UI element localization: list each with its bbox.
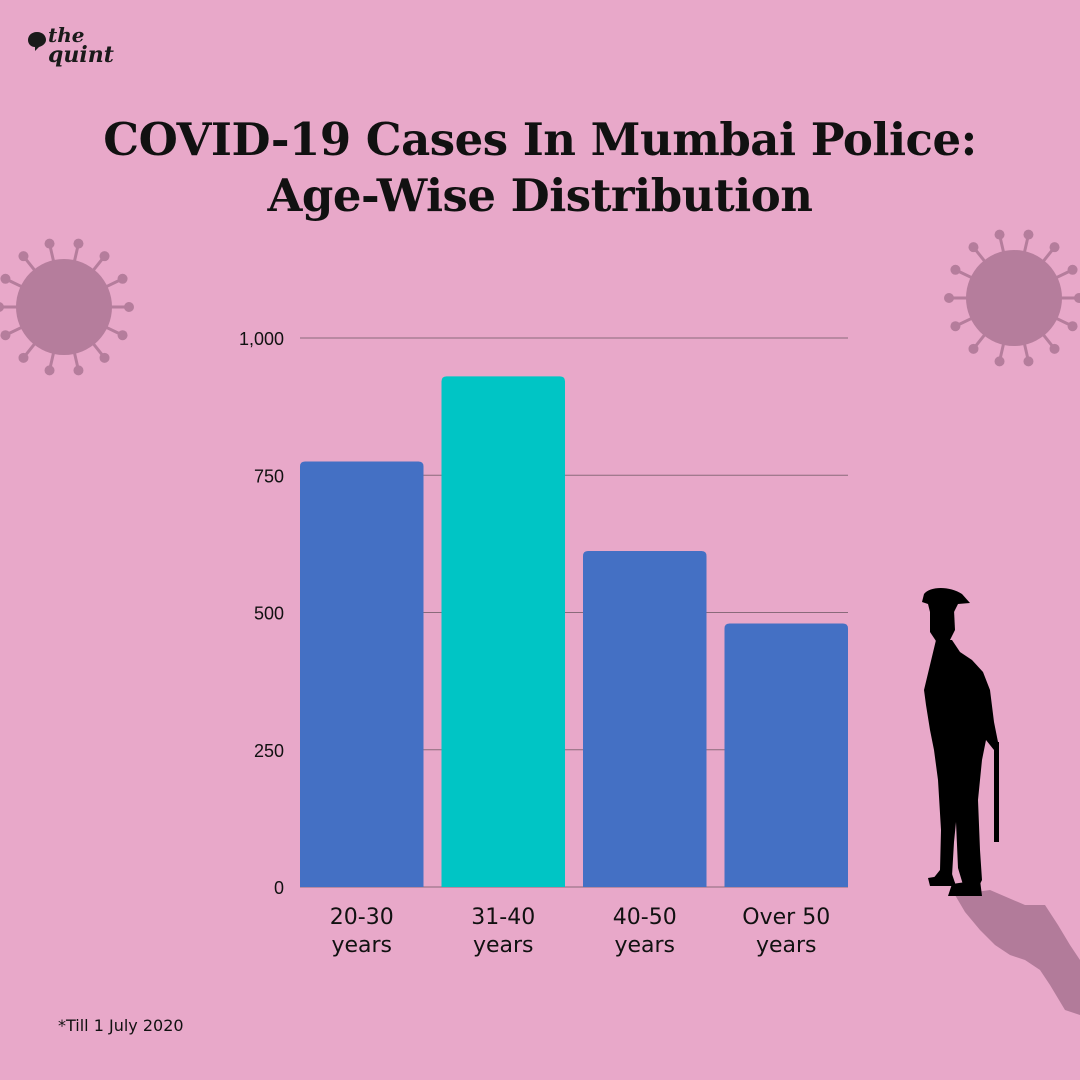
bar bbox=[300, 461, 424, 887]
x-axis-labels: 20-30 years 31-40 years 40-50 years Over 50 yea… bbox=[330, 905, 830, 958]
y-tick-label: 250 bbox=[254, 741, 284, 761]
title-line-2: Age-Wise Distribution bbox=[267, 169, 813, 222]
x-tick-label: 40-50 bbox=[613, 905, 677, 930]
virus-icon bbox=[0, 238, 134, 376]
logo-wordmark: the quint bbox=[48, 23, 114, 68]
title-line-1: COVID-19 Cases In Mumbai Police: bbox=[103, 113, 977, 166]
x-tick-label: Over 50 bbox=[742, 905, 830, 930]
bar bbox=[441, 376, 565, 887]
virus-icon bbox=[944, 229, 1080, 367]
x-tick-label: years bbox=[331, 933, 392, 958]
logo-line-1: the bbox=[48, 23, 85, 47]
bar bbox=[583, 551, 707, 887]
footnote: *Till 1 July 2020 bbox=[58, 1016, 184, 1035]
x-tick-label: 31-40 bbox=[471, 905, 535, 930]
x-tick-label: years bbox=[614, 933, 675, 958]
y-tick-label: 0 bbox=[274, 878, 284, 898]
chart-title: COVID-19 Cases In Mumbai Police: Age-Wis… bbox=[20, 112, 1060, 224]
y-tick-label: 750 bbox=[254, 466, 284, 486]
bar bbox=[724, 623, 848, 887]
logo-line-2: quint bbox=[48, 42, 114, 68]
police-officer-silhouette-icon bbox=[922, 588, 1080, 1015]
y-axis-ticks: 0 250 500 750 1,000 bbox=[239, 329, 284, 898]
quint-logo-icon bbox=[28, 32, 46, 51]
x-tick-label: 20-30 bbox=[330, 905, 394, 930]
bars bbox=[300, 376, 848, 887]
y-tick-label: 1,000 bbox=[239, 329, 284, 349]
x-tick-label: years bbox=[473, 933, 534, 958]
y-tick-label: 500 bbox=[254, 604, 284, 624]
x-tick-label: years bbox=[756, 933, 817, 958]
quint-logo: the quint bbox=[26, 23, 116, 76]
